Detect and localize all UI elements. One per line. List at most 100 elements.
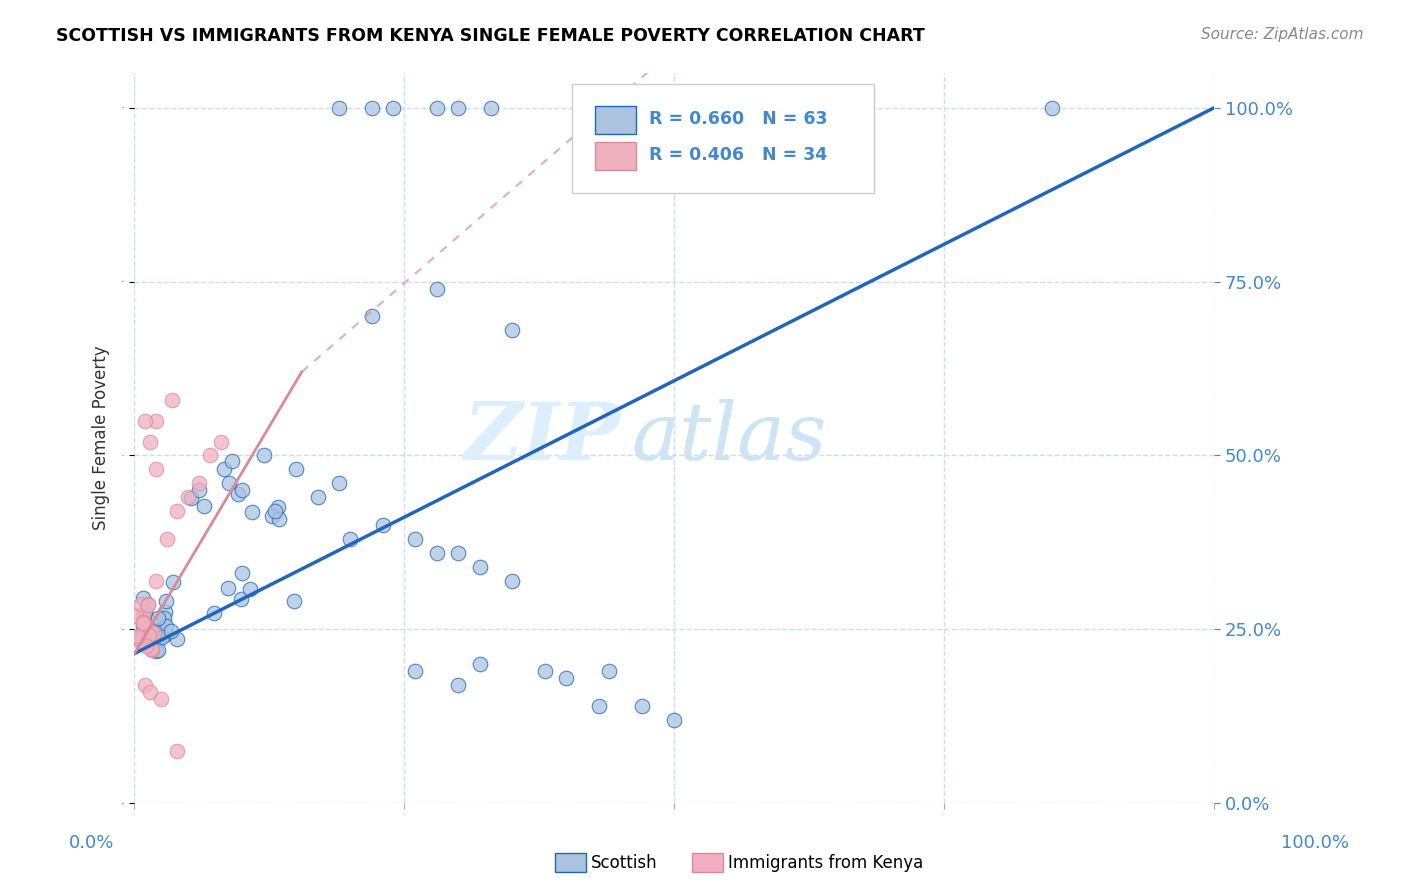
Text: 100.0%: 100.0%	[1281, 834, 1348, 852]
Point	[426, 281, 449, 295]
Point	[218, 475, 240, 490]
Point	[160, 392, 183, 407]
Point	[142, 636, 165, 650]
Point	[129, 635, 152, 649]
Point	[136, 612, 159, 626]
Point	[533, 664, 555, 678]
Point	[131, 630, 153, 644]
Point	[263, 504, 285, 518]
Point	[132, 591, 155, 605]
Point	[664, 713, 686, 727]
Point	[139, 641, 162, 656]
Point	[138, 628, 160, 642]
Point	[153, 610, 176, 624]
Point	[155, 619, 177, 633]
Point	[404, 532, 426, 546]
Point	[155, 627, 177, 641]
Point	[221, 454, 243, 468]
Bar	[595, 143, 637, 170]
Point	[166, 744, 188, 758]
Bar	[595, 106, 637, 134]
Point	[142, 626, 165, 640]
Point	[630, 698, 652, 713]
FancyBboxPatch shape	[572, 84, 875, 194]
Point	[150, 691, 173, 706]
Point	[588, 698, 610, 713]
Point	[501, 323, 523, 337]
Point	[135, 618, 157, 632]
Point	[468, 657, 491, 671]
Point	[142, 624, 165, 638]
Point	[339, 532, 361, 546]
Point	[226, 487, 249, 501]
Point	[267, 511, 290, 525]
Point	[145, 574, 167, 588]
Point	[148, 630, 170, 644]
Point	[188, 476, 211, 491]
Point	[266, 500, 288, 514]
Point	[141, 643, 163, 657]
Point	[153, 605, 176, 619]
Point	[134, 414, 156, 428]
Point	[217, 581, 239, 595]
Point	[156, 532, 179, 546]
Text: R = 0.406   N = 34: R = 0.406 N = 34	[650, 146, 828, 164]
Point	[555, 671, 578, 685]
Text: SCOTTISH VS IMMIGRANTS FROM KENYA SINGLE FEMALE POVERTY CORRELATION CHART: SCOTTISH VS IMMIGRANTS FROM KENYA SINGLE…	[56, 27, 925, 45]
Point	[134, 678, 156, 692]
Text: ZIP: ZIP	[464, 400, 620, 477]
Point	[150, 630, 173, 644]
Point	[360, 101, 382, 115]
Point	[127, 631, 149, 645]
Point	[139, 623, 162, 637]
Point	[141, 624, 163, 638]
Point	[136, 597, 159, 611]
Point	[328, 101, 350, 115]
Point	[501, 574, 523, 588]
Point	[162, 574, 184, 589]
Point	[132, 618, 155, 632]
Point	[155, 594, 177, 608]
Point	[204, 606, 226, 620]
Point	[125, 608, 148, 623]
Point	[139, 685, 162, 699]
Point	[240, 505, 263, 519]
Point	[134, 605, 156, 619]
Point	[239, 582, 262, 596]
Point	[166, 632, 188, 646]
Point	[212, 462, 235, 476]
Point	[253, 449, 276, 463]
Point	[404, 664, 426, 678]
Text: atlas: atlas	[631, 400, 827, 477]
Point	[131, 615, 153, 630]
Point	[229, 591, 252, 606]
Point	[1040, 101, 1063, 115]
Y-axis label: Single Female Poverty: Single Female Poverty	[93, 346, 110, 531]
Point	[160, 624, 183, 639]
Point	[131, 608, 153, 623]
Point	[135, 640, 157, 654]
Point	[283, 594, 305, 608]
Point	[231, 483, 253, 498]
Point	[382, 101, 405, 115]
Point	[139, 434, 162, 449]
Point	[131, 615, 153, 630]
Point	[166, 504, 188, 518]
Point	[131, 630, 153, 644]
Point	[598, 664, 620, 678]
Point	[447, 546, 470, 560]
Text: 0.0%: 0.0%	[69, 834, 114, 852]
Point	[145, 414, 167, 428]
Text: Source: ZipAtlas.com: Source: ZipAtlas.com	[1201, 27, 1364, 42]
Point	[447, 678, 470, 692]
Text: Scottish: Scottish	[591, 854, 657, 871]
Point	[479, 101, 502, 115]
Point	[180, 491, 202, 505]
Text: R = 0.660   N = 63: R = 0.660 N = 63	[650, 110, 828, 128]
Point	[371, 518, 394, 533]
Point	[145, 644, 167, 658]
Point	[426, 101, 449, 115]
Point	[146, 611, 169, 625]
Point	[360, 310, 382, 324]
Point	[136, 629, 159, 643]
